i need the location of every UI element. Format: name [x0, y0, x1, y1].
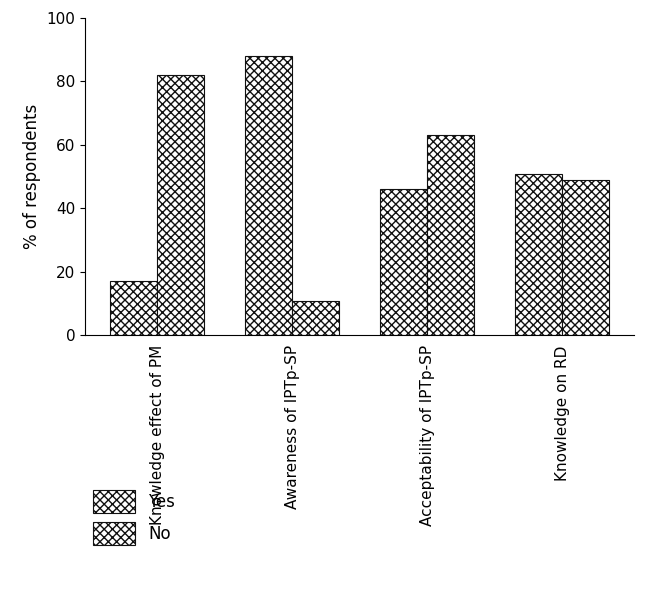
Bar: [515, 174, 562, 335]
Bar: [427, 135, 474, 335]
Bar: [157, 75, 205, 335]
Bar: [380, 189, 427, 335]
Bar: [245, 56, 292, 335]
Bar: [110, 282, 157, 335]
Y-axis label: % of respondents: % of respondents: [23, 104, 41, 249]
Bar: [292, 301, 339, 335]
Bar: [562, 180, 610, 335]
Legend: Yes, No: Yes, No: [94, 490, 175, 545]
